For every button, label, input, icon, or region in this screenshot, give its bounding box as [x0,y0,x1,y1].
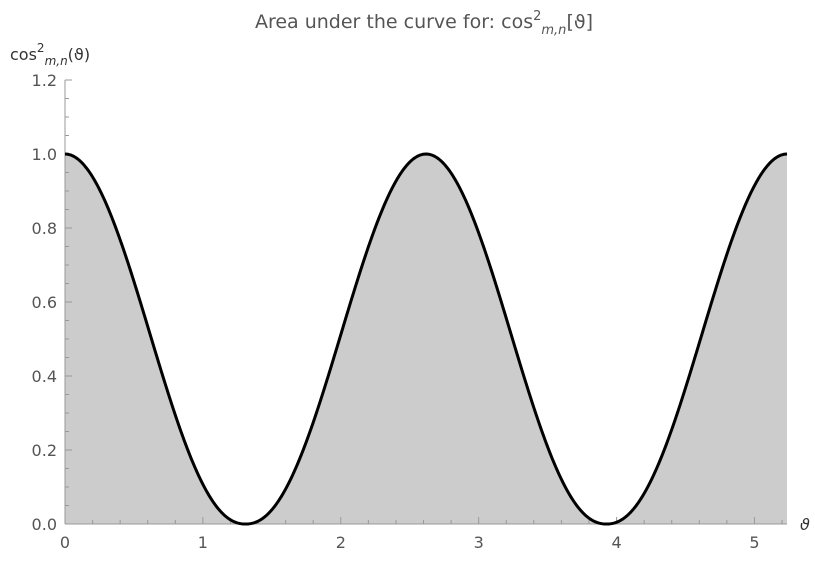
x-tick-label: 4 [611,533,621,552]
y-tick-label: 1.0 [32,145,57,164]
chart-title-arg: [ϑ] [566,11,593,33]
y-tick-label: 0.6 [32,293,57,312]
x-axis-label: ϑ [800,515,810,534]
x-tick-label: 5 [749,533,759,552]
y-tick-label: 0.4 [32,367,57,386]
y-tick-label: 0.8 [32,219,57,238]
y-axis-label: cos2m,n(ϑ) [10,41,90,68]
y-axis-label-sub: m,n [45,54,68,68]
area-fill [65,154,787,524]
x-tick-label: 3 [474,533,484,552]
x-tick-label: 2 [336,533,346,552]
x-tick-label: 0 [60,533,70,552]
y-tick-label: 0.0 [32,515,57,534]
chart-title-sup: 2 [533,9,541,24]
chart-title-sub: m,n [541,23,566,38]
chart-title: Area under the curve for: cos2m,n[ϑ] [255,9,593,38]
x-tick-label: 1 [198,533,208,552]
y-axis-label-sup: 2 [37,41,45,55]
y-tick-label: 1.2 [32,71,57,90]
y-tick-label: 0.2 [32,441,57,460]
y-axis-label-arg: (ϑ) [68,45,90,64]
series-line [64,152,788,526]
